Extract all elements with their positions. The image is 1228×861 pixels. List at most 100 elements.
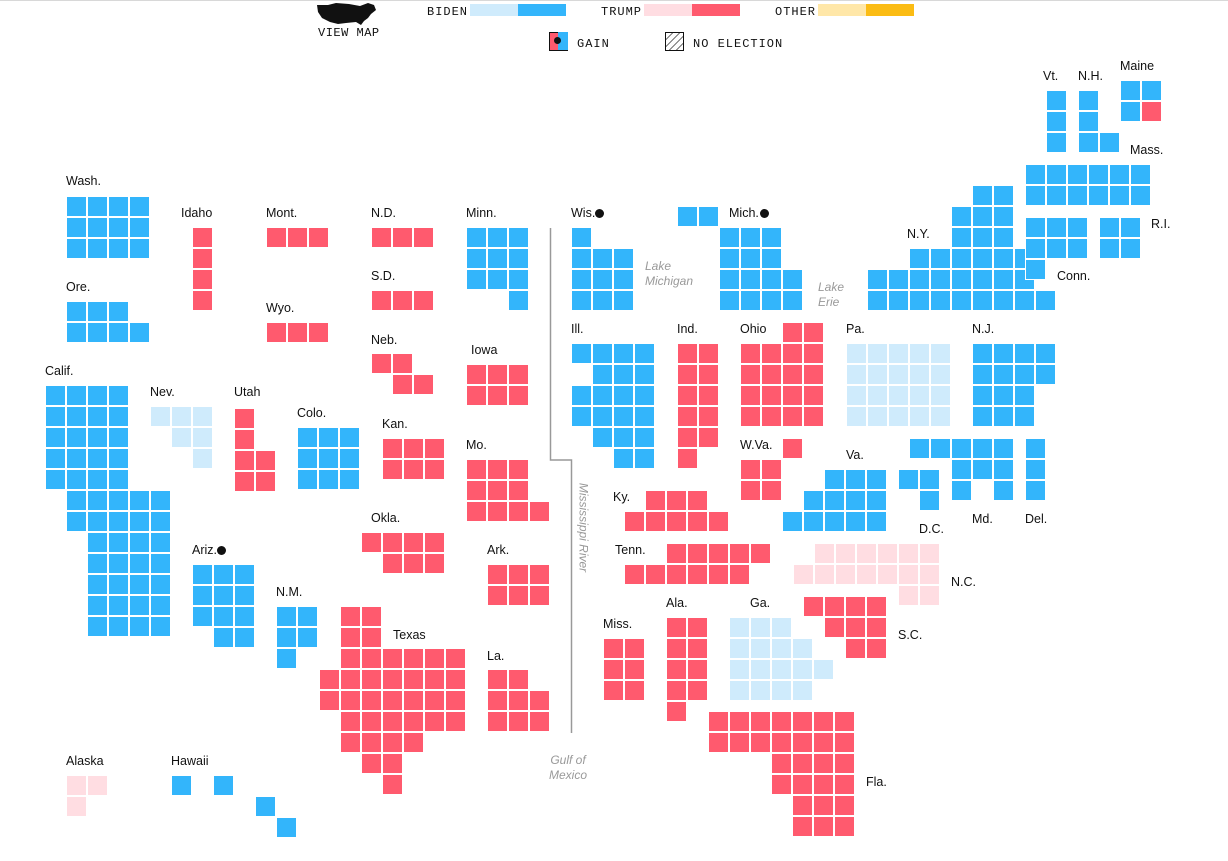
state-tile-ut[interactable] (234, 429, 255, 450)
state-tile-tx[interactable] (403, 669, 424, 690)
state-tile-ne[interactable] (392, 353, 413, 374)
state-tile-md[interactable] (951, 438, 972, 459)
state-tile-ga[interactable] (729, 638, 750, 659)
state-tile-md[interactable] (972, 438, 993, 459)
state-tile-ny[interactable] (867, 269, 888, 290)
state-tile-oh[interactable] (803, 343, 824, 364)
state-tile-or[interactable] (66, 301, 87, 322)
state-tile-mi[interactable] (782, 269, 803, 290)
state-tile-ct[interactable] (1046, 217, 1067, 238)
state-tile-nc[interactable] (814, 543, 835, 564)
state-tile-wa[interactable] (108, 238, 129, 259)
state-tile-ri[interactable] (1099, 238, 1120, 259)
state-tile-nj[interactable] (972, 343, 993, 364)
state-tile-ny[interactable] (951, 290, 972, 311)
state-tile-va[interactable] (866, 511, 887, 532)
state-tile-mi[interactable] (698, 206, 719, 227)
state-tile-mn[interactable] (487, 269, 508, 290)
state-tile-md[interactable] (993, 480, 1014, 501)
state-tile-tx[interactable] (445, 648, 466, 669)
state-tile-ar[interactable] (529, 585, 550, 606)
state-tile-ca[interactable] (45, 448, 66, 469)
state-tile-nc[interactable] (835, 543, 856, 564)
state-tile-tx[interactable] (340, 690, 361, 711)
state-tile-ca[interactable] (129, 553, 150, 574)
state-tile-ok[interactable] (382, 532, 403, 553)
state-tile-ct[interactable] (1025, 259, 1046, 280)
state-tile-mo[interactable] (508, 501, 529, 522)
state-tile-ny[interactable] (1035, 290, 1056, 311)
state-tile-il[interactable] (613, 427, 634, 448)
state-tile-tx[interactable] (382, 669, 403, 690)
state-tile-in[interactable] (698, 364, 719, 385)
state-tile-ca[interactable] (45, 427, 66, 448)
state-tile-ca[interactable] (150, 574, 171, 595)
state-tile-vt[interactable] (1046, 132, 1067, 153)
state-tile-il[interactable] (613, 343, 634, 364)
state-tile-de[interactable] (1025, 459, 1046, 480)
state-tile-ca[interactable] (45, 406, 66, 427)
state-tile-tx[interactable] (445, 690, 466, 711)
state-tile-id[interactable] (192, 227, 213, 248)
state-tile-ri[interactable] (1099, 217, 1120, 238)
state-tile-il[interactable] (634, 427, 655, 448)
state-tile-oh[interactable] (740, 406, 761, 427)
state-tile-az[interactable] (213, 606, 234, 627)
state-tile-ut[interactable] (234, 471, 255, 492)
state-tile-ca[interactable] (87, 553, 108, 574)
state-tile-ma[interactable] (1025, 185, 1046, 206)
state-tile-az[interactable] (234, 564, 255, 585)
state-tile-ny[interactable] (951, 269, 972, 290)
state-tile-in[interactable] (677, 364, 698, 385)
state-tile-tx[interactable] (382, 774, 403, 795)
state-tile-nm[interactable] (276, 627, 297, 648)
state-tile-oh[interactable] (803, 385, 824, 406)
state-tile-ca[interactable] (87, 616, 108, 637)
state-tile-fl[interactable] (813, 816, 834, 837)
state-tile-va[interactable] (845, 469, 866, 490)
state-tile-or[interactable] (87, 322, 108, 343)
state-tile-ny[interactable] (951, 248, 972, 269)
state-tile-nj[interactable] (993, 385, 1014, 406)
state-tile-ut[interactable] (255, 450, 276, 471)
state-tile-mt[interactable] (308, 227, 329, 248)
state-tile-md[interactable] (993, 459, 1014, 480)
state-tile-wi[interactable] (613, 290, 634, 311)
state-tile-pa[interactable] (909, 343, 930, 364)
state-tile-la[interactable] (508, 711, 529, 732)
state-tile-nh[interactable] (1078, 90, 1099, 111)
state-tile-ca[interactable] (129, 511, 150, 532)
state-tile-ks[interactable] (403, 438, 424, 459)
state-tile-tx[interactable] (382, 732, 403, 753)
state-tile-mi[interactable] (761, 290, 782, 311)
state-tile-ga[interactable] (750, 638, 771, 659)
state-tile-ny[interactable] (930, 248, 951, 269)
state-tile-ky[interactable] (708, 511, 729, 532)
state-tile-pa[interactable] (867, 385, 888, 406)
state-tile-ks[interactable] (403, 459, 424, 480)
state-tile-oh[interactable] (803, 406, 824, 427)
state-tile-ut[interactable] (234, 408, 255, 429)
state-tile-wa[interactable] (66, 238, 87, 259)
state-tile-or[interactable] (129, 322, 150, 343)
state-tile-fl[interactable] (813, 753, 834, 774)
state-tile-in[interactable] (677, 385, 698, 406)
state-tile-mo[interactable] (466, 501, 487, 522)
state-tile-ca[interactable] (150, 490, 171, 511)
state-tile-az[interactable] (234, 606, 255, 627)
state-tile-il[interactable] (634, 406, 655, 427)
state-tile-mt[interactable] (287, 227, 308, 248)
state-tile-mi[interactable] (740, 290, 761, 311)
state-tile-in[interactable] (698, 406, 719, 427)
state-tile-il[interactable] (613, 406, 634, 427)
state-tile-ny[interactable] (993, 248, 1014, 269)
state-tile-nj[interactable] (993, 406, 1014, 427)
state-tile-ar[interactable] (508, 585, 529, 606)
state-tile-wv[interactable] (761, 459, 782, 480)
state-tile-tx[interactable] (445, 669, 466, 690)
state-tile-tn[interactable] (645, 564, 666, 585)
state-tile-md[interactable] (951, 480, 972, 501)
state-tile-md[interactable] (972, 459, 993, 480)
state-tile-hi[interactable] (276, 817, 297, 838)
state-tile-me[interactable] (1141, 101, 1162, 122)
